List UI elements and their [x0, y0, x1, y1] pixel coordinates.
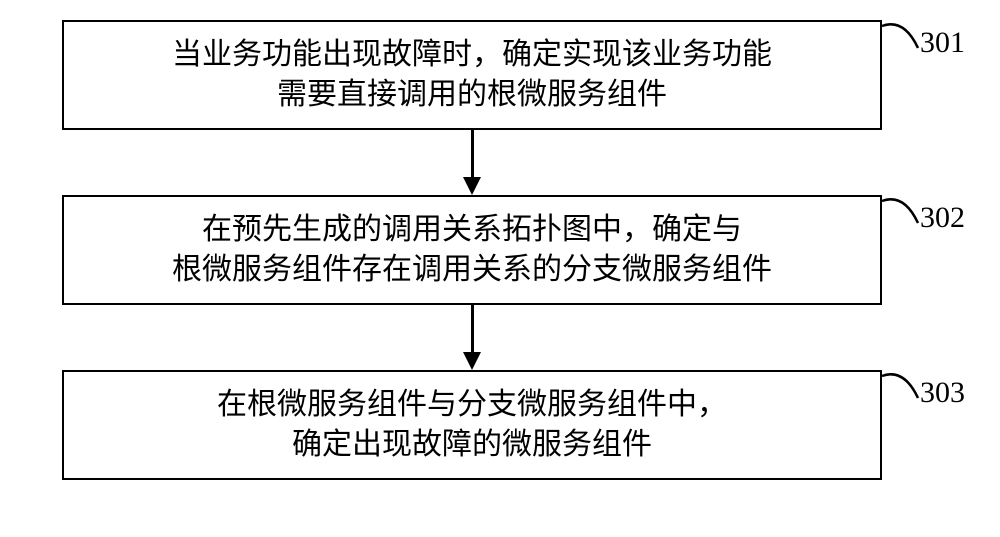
callout-301 [880, 18, 922, 52]
flow-node-301: 当业务功能出现故障时，确定实现该业务功能 需要直接调用的根微服务组件 [62, 20, 882, 130]
flow-node-303-line2: 确定出现故障的微服务组件 [292, 425, 652, 466]
flowchart-canvas: 当业务功能出现故障时，确定实现该业务功能 需要直接调用的根微服务组件 301 在… [0, 0, 1000, 537]
callout-302 [880, 193, 922, 227]
step-label-301: 301 [920, 26, 965, 60]
callout-303 [880, 368, 922, 402]
flow-node-301-line1: 当业务功能出现故障时，确定实现该业务功能 [172, 35, 772, 76]
step-label-303: 303 [920, 376, 965, 410]
flow-node-303: 在根微服务组件与分支微服务组件中， 确定出现故障的微服务组件 [62, 370, 882, 480]
arrow-301-302-line [471, 130, 474, 177]
arrow-301-302-head [463, 177, 481, 195]
flow-node-302: 在预先生成的调用关系拓扑图中，确定与 根微服务组件存在调用关系的分支微服务组件 [62, 195, 882, 305]
arrow-302-303-head [463, 352, 481, 370]
arrow-302-303-line [471, 305, 474, 352]
flow-node-303-line1: 在根微服务组件与分支微服务组件中， [217, 385, 727, 426]
flow-node-301-line2: 需要直接调用的根微服务组件 [277, 75, 667, 116]
flow-node-302-line1: 在预先生成的调用关系拓扑图中，确定与 [202, 210, 742, 251]
step-label-302: 302 [920, 201, 965, 235]
flow-node-302-line2: 根微服务组件存在调用关系的分支微服务组件 [172, 250, 772, 291]
